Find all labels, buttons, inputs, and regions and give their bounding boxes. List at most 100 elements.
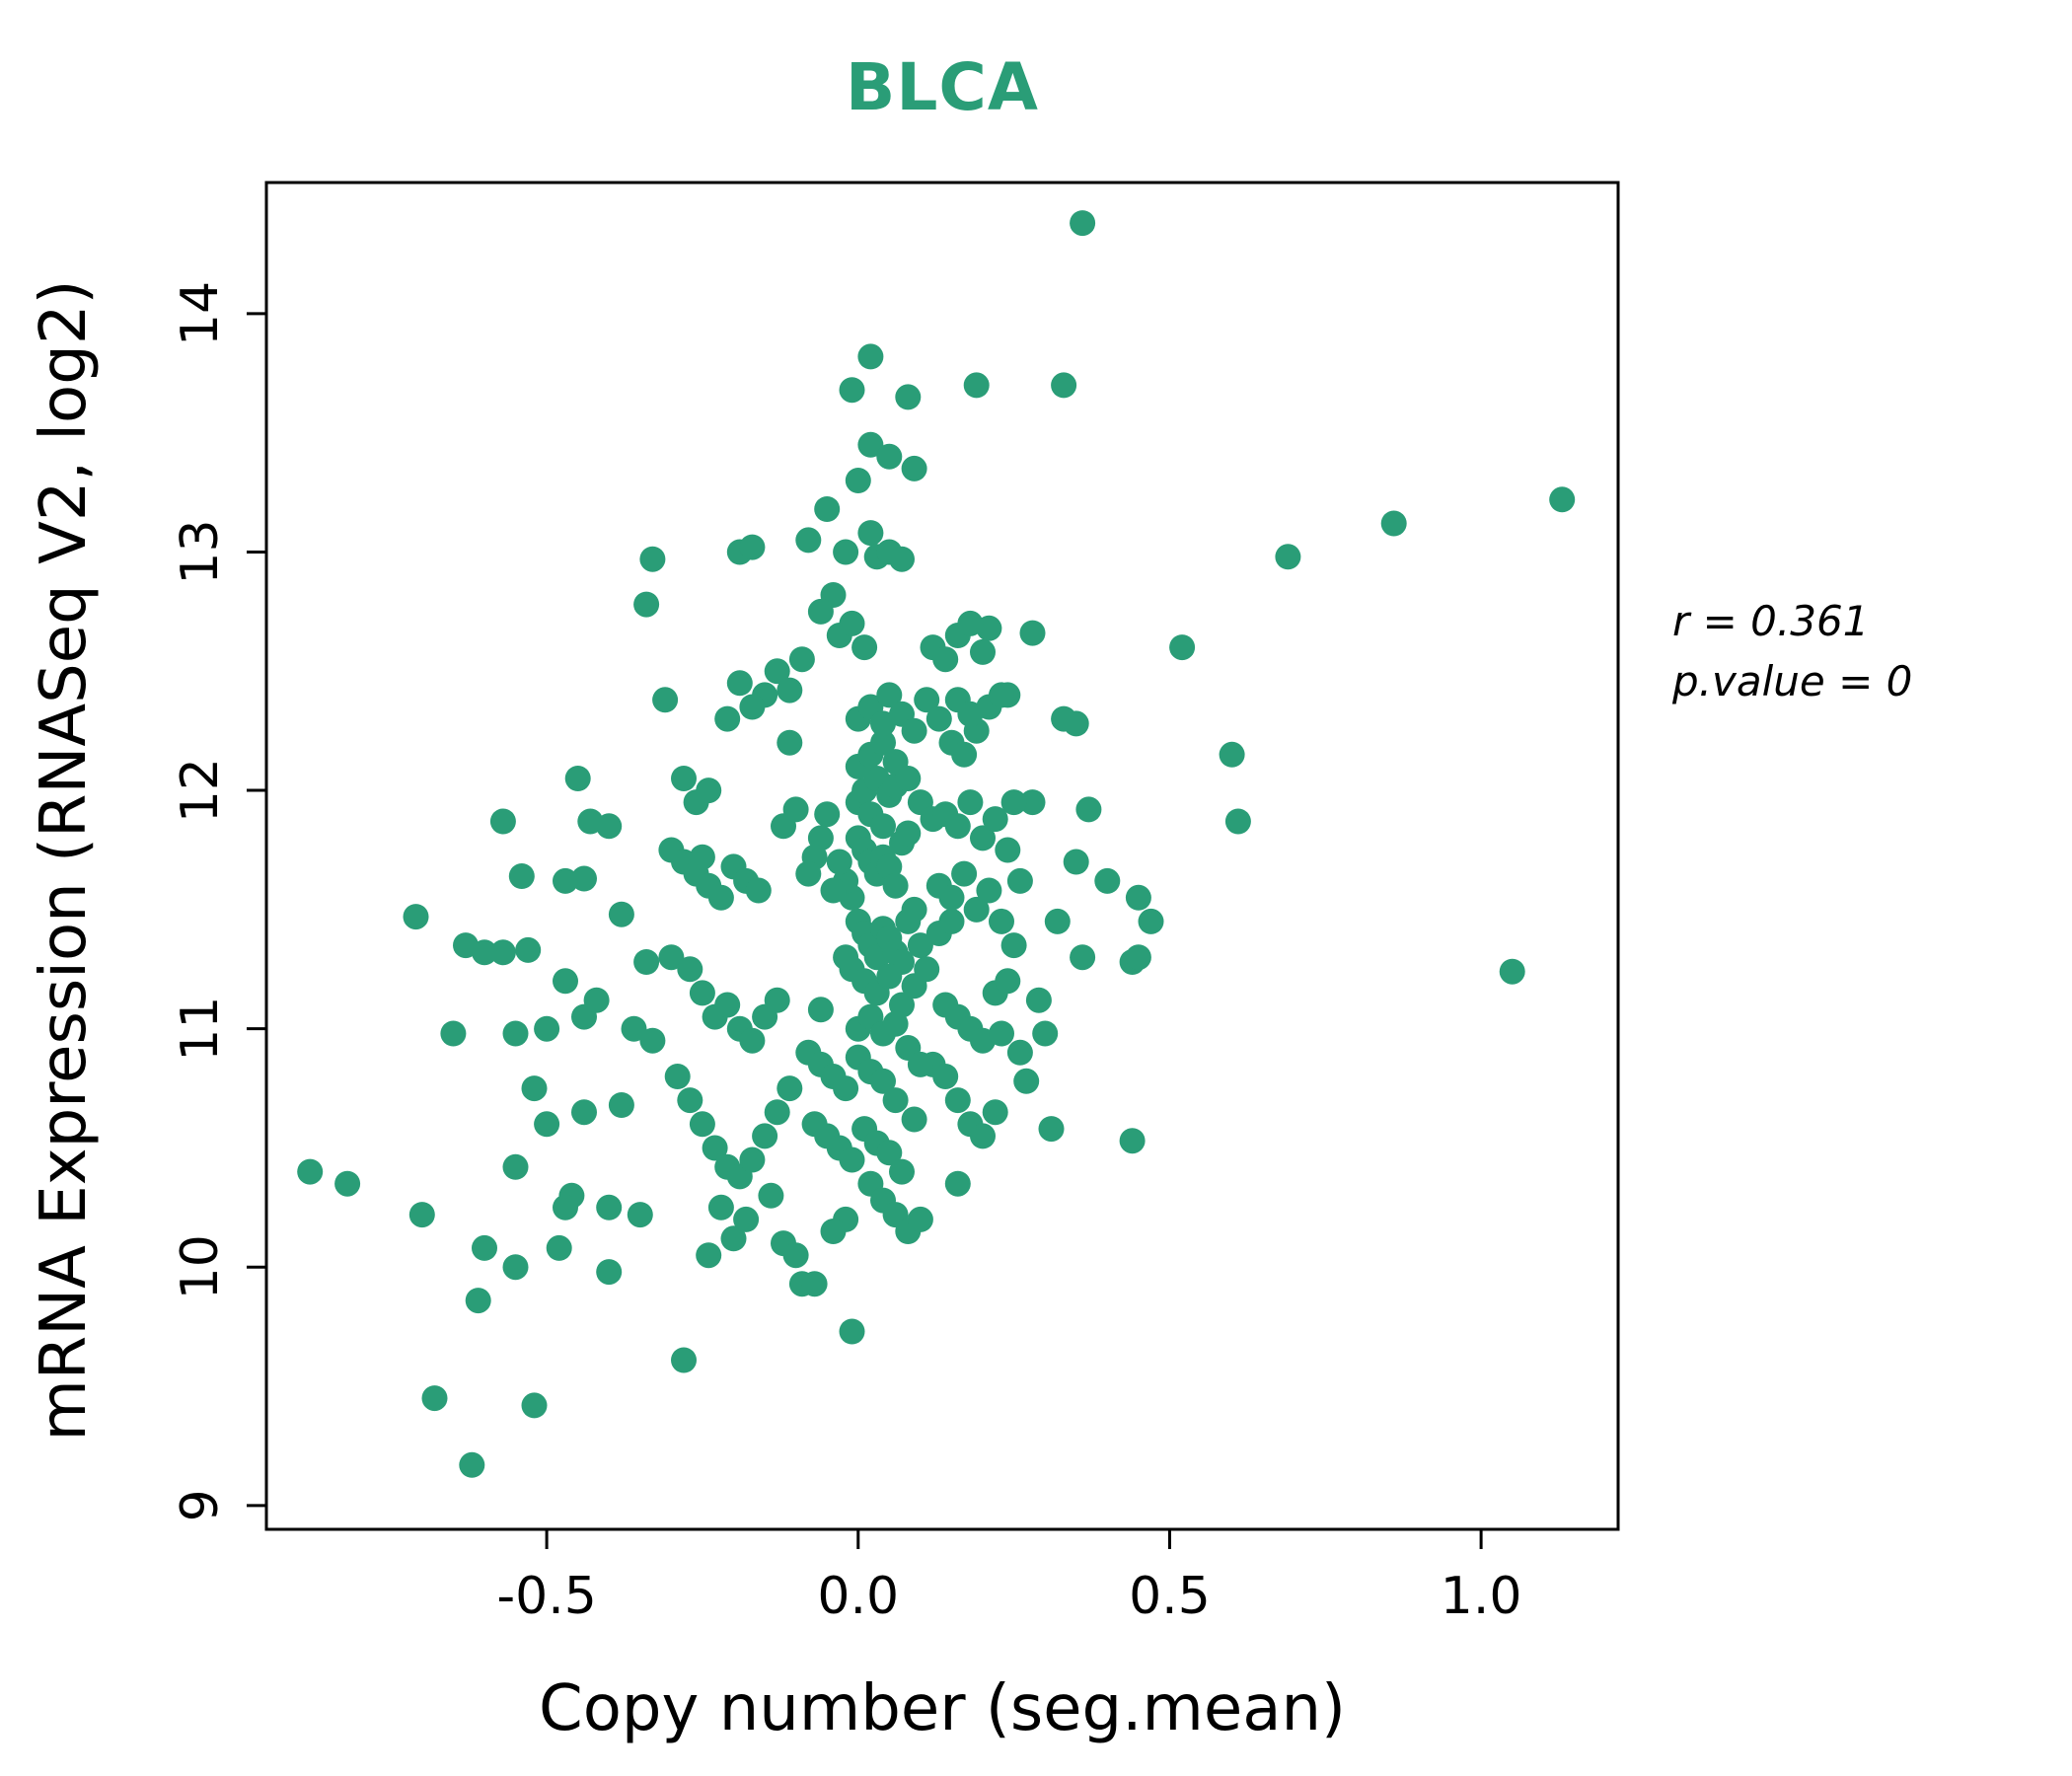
- data-point: [782, 796, 809, 823]
- data-point: [801, 1271, 828, 1297]
- data-point: [995, 968, 1021, 995]
- data-point: [814, 801, 841, 828]
- data-point: [870, 1068, 896, 1094]
- data-point: [989, 908, 1014, 934]
- data-point: [907, 932, 933, 959]
- data-point: [895, 820, 922, 847]
- data-point: [963, 372, 990, 399]
- data-point: [726, 670, 753, 697]
- data-point: [515, 936, 542, 963]
- data-point: [564, 766, 591, 791]
- data-point: [1119, 1128, 1146, 1154]
- data-point: [876, 443, 903, 470]
- data-point: [833, 539, 859, 565]
- data-point: [938, 884, 965, 911]
- data-point: [583, 987, 610, 1013]
- data-point: [739, 1147, 766, 1173]
- data-point: [833, 944, 859, 971]
- data-point: [820, 1219, 847, 1244]
- data-point: [914, 956, 940, 983]
- data-point: [764, 658, 790, 685]
- data-point: [970, 1123, 996, 1149]
- correlation-annotation: r = 0.361 p.value = 0: [1672, 592, 1912, 712]
- data-point: [508, 863, 535, 889]
- data-point: [677, 956, 703, 983]
- data-point: [1006, 1039, 1033, 1066]
- data-point: [944, 1170, 971, 1197]
- data-point: [1219, 741, 1245, 768]
- data-point: [889, 546, 915, 572]
- data-point: [689, 980, 715, 1006]
- data-point: [777, 1075, 803, 1102]
- data-point: [944, 813, 971, 840]
- data-point: [489, 939, 516, 966]
- data-point: [839, 1318, 865, 1345]
- data-point: [297, 1158, 324, 1185]
- data-point: [839, 610, 865, 636]
- data-point: [521, 1075, 548, 1102]
- data-point: [1138, 908, 1164, 934]
- data-point: [970, 825, 996, 851]
- data-point: [408, 1202, 435, 1228]
- data-point: [689, 1111, 715, 1138]
- data-point: [895, 384, 922, 410]
- data-point: [957, 610, 984, 636]
- data-point: [1051, 372, 1077, 399]
- x-axis-label: Copy number (seg.mean): [539, 1672, 1346, 1745]
- data-point: [1019, 789, 1046, 816]
- data-point: [671, 1347, 697, 1373]
- y-axis-label: mRNA Expression (RNASeq V2, log2): [28, 279, 101, 1442]
- data-point: [577, 808, 604, 835]
- data-point: [502, 1020, 529, 1047]
- data-point: [901, 717, 927, 744]
- data-point: [857, 343, 884, 370]
- data-point: [882, 1087, 909, 1114]
- data-point: [870, 813, 896, 840]
- x-tick-label: 0.5: [1129, 1567, 1211, 1626]
- data-point: [876, 963, 903, 990]
- data-point: [914, 687, 940, 713]
- y-tick-label: 9: [171, 1489, 230, 1521]
- data-point: [459, 1451, 485, 1478]
- data-point: [689, 844, 715, 870]
- data-point: [925, 705, 952, 732]
- data-point: [989, 682, 1014, 708]
- data-point: [1075, 796, 1102, 823]
- data-point: [553, 867, 578, 894]
- data-point: [707, 1194, 734, 1221]
- data-point: [982, 806, 1008, 833]
- data-point: [889, 1158, 915, 1185]
- data-point: [596, 1259, 623, 1286]
- data-point: [907, 1051, 933, 1077]
- data-point: [788, 646, 815, 673]
- data-point: [882, 1010, 909, 1037]
- chart-title: BLCA: [846, 49, 1039, 125]
- data-point: [795, 527, 822, 554]
- data-point: [982, 1099, 1008, 1126]
- data-point: [1063, 710, 1089, 737]
- data-point: [839, 377, 865, 404]
- y-tick-label: 10: [171, 1234, 230, 1299]
- y-tick-label: 11: [171, 997, 230, 1062]
- data-point: [553, 968, 578, 995]
- y-tick-label: 12: [171, 758, 230, 823]
- data-point: [714, 992, 741, 1018]
- data-point: [976, 877, 1002, 904]
- data-point: [720, 1225, 747, 1252]
- data-point: [472, 939, 497, 966]
- data-point: [777, 729, 803, 756]
- data-point: [995, 837, 1021, 863]
- data-point: [870, 729, 896, 756]
- y-tick-label: 13: [171, 519, 230, 584]
- data-point: [702, 1135, 728, 1161]
- data-point: [951, 741, 978, 768]
- data-point: [901, 896, 927, 923]
- data-point: [938, 908, 965, 934]
- data-point: [553, 1194, 578, 1221]
- data-point: [1380, 510, 1407, 537]
- data-point: [1275, 544, 1301, 570]
- r-value: r = 0.361: [1672, 597, 1870, 645]
- data-point: [839, 1147, 865, 1173]
- data-point: [608, 901, 634, 927]
